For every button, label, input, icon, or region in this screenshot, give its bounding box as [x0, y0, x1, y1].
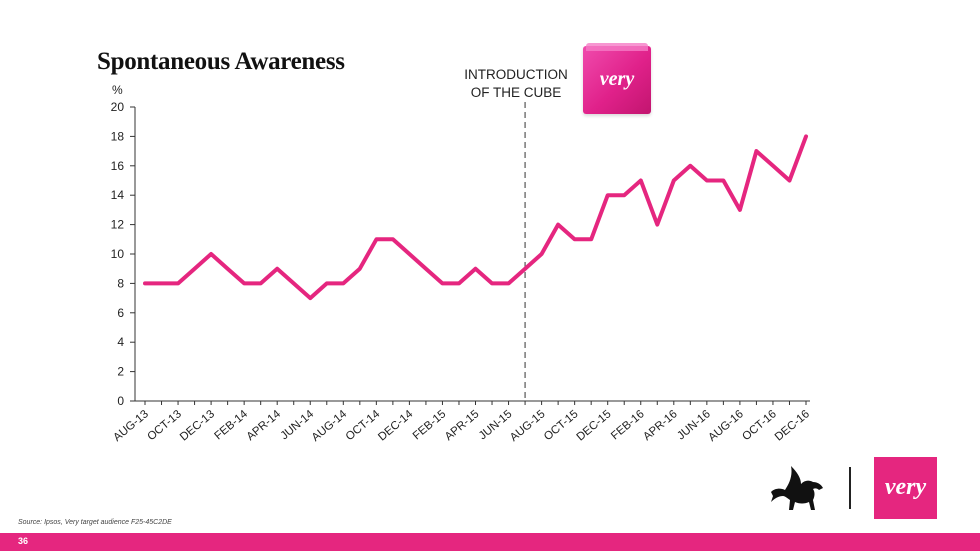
data-point — [143, 281, 147, 285]
data-point — [606, 193, 610, 197]
data-point — [242, 281, 246, 285]
x-tick-label: AUG-16 — [706, 408, 746, 444]
x-tick-label: FEB-15 — [411, 408, 449, 442]
very-logo: very — [874, 457, 937, 519]
y-tick-label: 0 — [117, 394, 124, 408]
data-point — [507, 281, 511, 285]
x-tick-label: OCT-16 — [740, 408, 779, 443]
data-point — [407, 252, 411, 256]
annotation-line-2: OF THE CUBE — [470, 85, 562, 100]
data-point — [275, 267, 279, 271]
source-note: Source: Ipsos, Very target audience F25-… — [18, 519, 172, 526]
data-point — [440, 281, 444, 285]
data-point — [160, 281, 164, 285]
x-tick-label: OCT-13 — [145, 408, 184, 443]
awareness-series-line — [143, 134, 808, 301]
logo-divider — [849, 467, 851, 509]
data-point — [474, 267, 477, 271]
x-tick-label: DEC-16 — [773, 408, 812, 443]
very-cube-icon: very — [583, 43, 651, 114]
data-point — [292, 281, 296, 285]
x-tick-label: FEB-14 — [212, 408, 250, 443]
data-point — [374, 237, 378, 241]
y-tick-label: 4 — [117, 335, 124, 349]
data-point — [556, 223, 560, 227]
cube-introduction-annotation: INTRODUCTION OF THE CUBE — [450, 66, 582, 102]
data-point — [457, 281, 461, 285]
x-tick-label: OCT-15 — [542, 408, 581, 443]
data-point — [738, 208, 742, 212]
data-point — [672, 179, 676, 182]
data-point — [540, 252, 544, 256]
data-point — [358, 267, 362, 271]
x-tick-label: APR-16 — [641, 408, 680, 443]
very-logo-text: very — [884, 474, 927, 500]
data-point — [573, 237, 577, 241]
data-point — [622, 193, 626, 197]
data-point — [226, 267, 230, 271]
page-number: 36 — [18, 536, 29, 546]
data-point — [787, 179, 791, 182]
data-point — [705, 179, 709, 182]
data-point — [259, 281, 263, 285]
y-tick-label: 12 — [111, 218, 125, 232]
data-point — [523, 267, 527, 271]
data-point — [655, 223, 659, 227]
data-point — [721, 179, 725, 182]
y-tick-label: 2 — [117, 365, 124, 379]
y-axis-unit: % — [112, 83, 123, 97]
y-tick-label: 20 — [111, 100, 125, 114]
y-tick-label: 16 — [111, 159, 125, 173]
data-point — [804, 134, 808, 138]
y-tick-label: 18 — [111, 129, 125, 143]
x-tick-label: AUG-15 — [508, 408, 548, 444]
data-point — [424, 267, 428, 271]
data-point — [391, 237, 395, 241]
x-tick-label: DEC-15 — [575, 408, 614, 443]
page-title: Spontaneous Awareness — [97, 48, 345, 75]
data-point — [325, 281, 329, 285]
data-point — [490, 281, 494, 285]
y-tick-label: 10 — [111, 247, 125, 261]
x-tick-label: APR-15 — [443, 408, 482, 443]
y-tick-label: 6 — [117, 306, 124, 320]
x-tick-label: DEC-14 — [376, 408, 416, 444]
data-point — [176, 281, 180, 285]
data-point — [639, 179, 643, 182]
data-point — [771, 164, 775, 168]
x-tick-label: AUG-14 — [310, 408, 350, 444]
x-tick-label: APR-14 — [245, 408, 284, 443]
data-point — [688, 164, 692, 168]
annotation-line-1: INTRODUCTION — [464, 67, 568, 82]
data-point — [209, 252, 213, 256]
data-point — [341, 281, 345, 285]
cube-label: very — [599, 68, 635, 90]
data-point — [193, 267, 197, 271]
y-tick-label: 14 — [111, 188, 125, 202]
data-point — [754, 149, 758, 153]
y-tick-label: 8 — [117, 276, 124, 290]
x-tick-label: AUG-13 — [111, 408, 151, 444]
x-tick-label: OCT-14 — [344, 408, 383, 443]
data-point — [589, 237, 593, 241]
cube-face — [583, 46, 651, 114]
footer-bar — [0, 533, 980, 551]
data-point — [308, 296, 312, 300]
x-tick-label: DEC-13 — [178, 408, 217, 443]
pegasus-icon — [771, 466, 823, 510]
cube-top — [586, 43, 648, 51]
x-tick-label: FEB-16 — [609, 408, 647, 442]
